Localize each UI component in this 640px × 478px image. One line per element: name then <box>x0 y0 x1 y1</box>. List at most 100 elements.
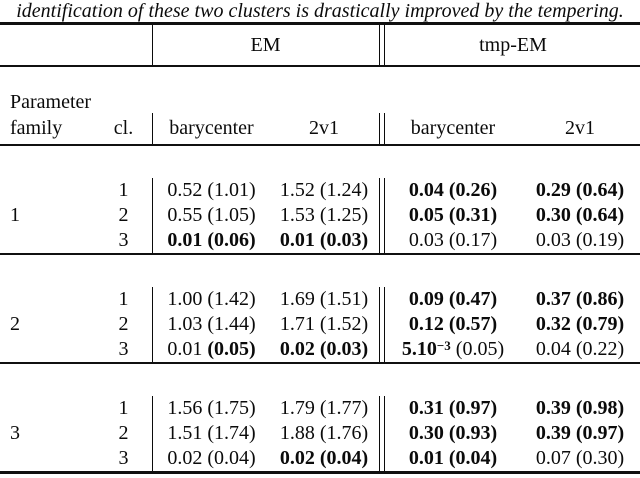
value-cell: 1.79 (1.77) <box>270 396 378 421</box>
table-row: 3 0.01 (0.05) 0.02 (0.03) 5.10−3 (0.05) 0.04 (0.… <box>0 337 640 362</box>
std-value: (0.06) <box>207 229 256 251</box>
family-number-cell <box>0 396 95 421</box>
col-header-em-barycenter: barycenter <box>152 113 270 144</box>
value-cell: 5.10−3 (0.05) <box>386 337 520 362</box>
mean-value: 0.12 <box>408 313 444 335</box>
std-value: (0.04) <box>319 447 369 469</box>
std-value: (0.19) <box>575 229 625 251</box>
mean-value: 0.04 <box>408 179 444 201</box>
value-cell: 0.30 (0.93) <box>386 421 520 446</box>
double-vertical-rule <box>379 421 385 446</box>
value-cell: 0.29 (0.64) <box>520 178 640 203</box>
value-cell: 0.01 (0.04) <box>386 446 520 471</box>
family-label: family <box>10 117 63 139</box>
group-header-em: EM <box>152 25 378 65</box>
cluster-number-cell: 1 <box>118 288 129 310</box>
double-vertical-rule <box>379 337 385 362</box>
cluster-number-cell: 2 <box>118 422 129 444</box>
mean-value: 0.29 <box>535 179 571 201</box>
std-value: (1.52) <box>319 313 369 335</box>
double-rule-separator <box>378 396 386 421</box>
group-header-row: EM tmp-EM <box>0 25 640 65</box>
family-block: 1 1.56 (1.75) 1.79 (1.77) 0.31 (0.97) 0.39 (0.98… <box>0 364 640 471</box>
family-block: 1 1.00 (1.42) 1.69 (1.51) 0.09 (0.47) 0.37 (0.86… <box>0 255 640 362</box>
col-header-tmp-barycenter: barycenter <box>410 117 496 139</box>
block-separator-rule <box>0 253 640 255</box>
value-cell: 0.05 (0.31) <box>386 203 520 228</box>
value-cell: 0.09 (0.47) <box>386 287 520 312</box>
value-cell: 0.02 (0.04) <box>152 446 270 471</box>
family-number-cell <box>0 228 95 253</box>
exponent: −3 <box>436 338 451 353</box>
std-value: (1.75) <box>207 397 256 419</box>
family-number-cell: 1 <box>10 204 20 226</box>
std-value: (1.44) <box>207 313 256 335</box>
double-vertical-rule <box>379 312 385 337</box>
double-vertical-rule <box>379 203 385 228</box>
table-row: 1 0.52 (1.01) 1.52 (1.24) 0.04 (0.26) 0.29 (0.64… <box>0 178 640 203</box>
mean-value: 0.02 <box>279 338 315 360</box>
mean-value: 1.52 <box>279 179 315 201</box>
double-rule-separator <box>378 203 386 228</box>
std-value: (0.79) <box>575 313 625 335</box>
header-rule <box>0 65 640 67</box>
family-number-cell <box>0 446 95 471</box>
value-cell: 0.02 (0.04) <box>270 446 378 471</box>
family-number-cell <box>0 287 95 312</box>
value-cell: 0.52 (1.01) <box>152 178 270 203</box>
mean-value: 0.37 <box>535 288 571 310</box>
std-value: (0.97) <box>448 397 498 419</box>
value-cell: 1.03 (1.44) <box>152 312 270 337</box>
double-rule-separator <box>378 312 386 337</box>
std-value: (1.77) <box>319 397 369 419</box>
double-rule-separator <box>378 228 386 253</box>
mean-value: 0.01 <box>167 229 203 251</box>
std-value: (0.03) <box>319 229 369 251</box>
family-number-cell: 2 <box>10 313 20 335</box>
mean-value: 0.32 <box>535 313 571 335</box>
mean-value: 1.56 <box>167 397 203 419</box>
mean-value: 0.02 <box>167 447 203 469</box>
mean-value: 5.10−3 <box>401 338 451 360</box>
family-number-cell <box>0 178 95 203</box>
cluster-number-cell: 3 <box>118 338 129 360</box>
value-cell: 0.04 (0.22) <box>520 337 640 362</box>
mean-value: 1.88 <box>279 422 315 444</box>
double-rule-separator <box>378 337 386 362</box>
value-cell: 0.32 (0.79) <box>520 312 640 337</box>
value-cell: 0.30 (0.64) <box>520 203 640 228</box>
table-row: 2 2 1.03 (1.44) 1.71 (1.52) 0.12 (0.57) 0.32 (0.7… <box>0 312 640 337</box>
bottom-rule <box>0 471 640 474</box>
double-rule-separator <box>378 287 386 312</box>
std-value: (0.03) <box>319 338 369 360</box>
table-row: 3 0.02 (0.04) 0.02 (0.04) 0.01 (0.04) 0.07 (0.30… <box>0 446 640 471</box>
double-vertical-rule <box>379 396 385 421</box>
mean-value: 1.51 <box>167 422 203 444</box>
parameter-label: Parameter <box>10 91 92 113</box>
caption-text: identification of these two clusters is … <box>16 0 624 22</box>
value-cell: 1.69 (1.51) <box>270 287 378 312</box>
std-value: (1.25) <box>319 204 369 226</box>
value-cell: 0.02 (0.03) <box>270 337 378 362</box>
row-header-line1: Parameter <box>0 67 640 113</box>
group-header-tmp-em: tmp-EM <box>479 34 547 56</box>
mean-value: 0.03 <box>535 229 571 251</box>
std-value: (0.64) <box>575 204 625 226</box>
std-value: (1.42) <box>207 288 256 310</box>
mean-value: 0.05 <box>408 204 444 226</box>
cluster-number-cell: 2 <box>118 313 129 335</box>
std-value: (1.24) <box>319 179 369 201</box>
std-value: (1.76) <box>319 422 369 444</box>
value-cell: 1.56 (1.75) <box>152 396 270 421</box>
mean-value: 1.71 <box>279 313 315 335</box>
table-row: 1 2 0.55 (1.05) 1.53 (1.25) 0.05 (0.31) 0.30 (0.6… <box>0 203 640 228</box>
double-vertical-rule <box>379 287 385 312</box>
value-cell: 0.04 (0.26) <box>386 178 520 203</box>
value-cell: 0.39 (0.97) <box>520 421 640 446</box>
col-header-tmp-2v1: 2v1 <box>565 117 595 139</box>
mean-value: 0.03 <box>408 229 444 251</box>
value-cell: 1.53 (1.25) <box>270 203 378 228</box>
block-spacer <box>0 146 640 178</box>
cluster-number-cell: 3 <box>118 447 129 469</box>
